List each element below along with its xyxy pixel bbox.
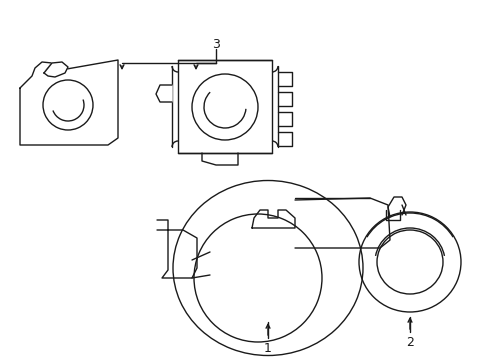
Text: 3: 3: [212, 39, 220, 51]
Polygon shape: [44, 62, 68, 77]
Text: 2: 2: [406, 336, 414, 348]
Text: 1: 1: [264, 342, 272, 355]
Polygon shape: [157, 220, 197, 278]
Polygon shape: [252, 210, 295, 228]
Polygon shape: [295, 198, 390, 248]
Polygon shape: [172, 60, 278, 153]
Polygon shape: [156, 85, 172, 102]
Polygon shape: [20, 60, 118, 145]
